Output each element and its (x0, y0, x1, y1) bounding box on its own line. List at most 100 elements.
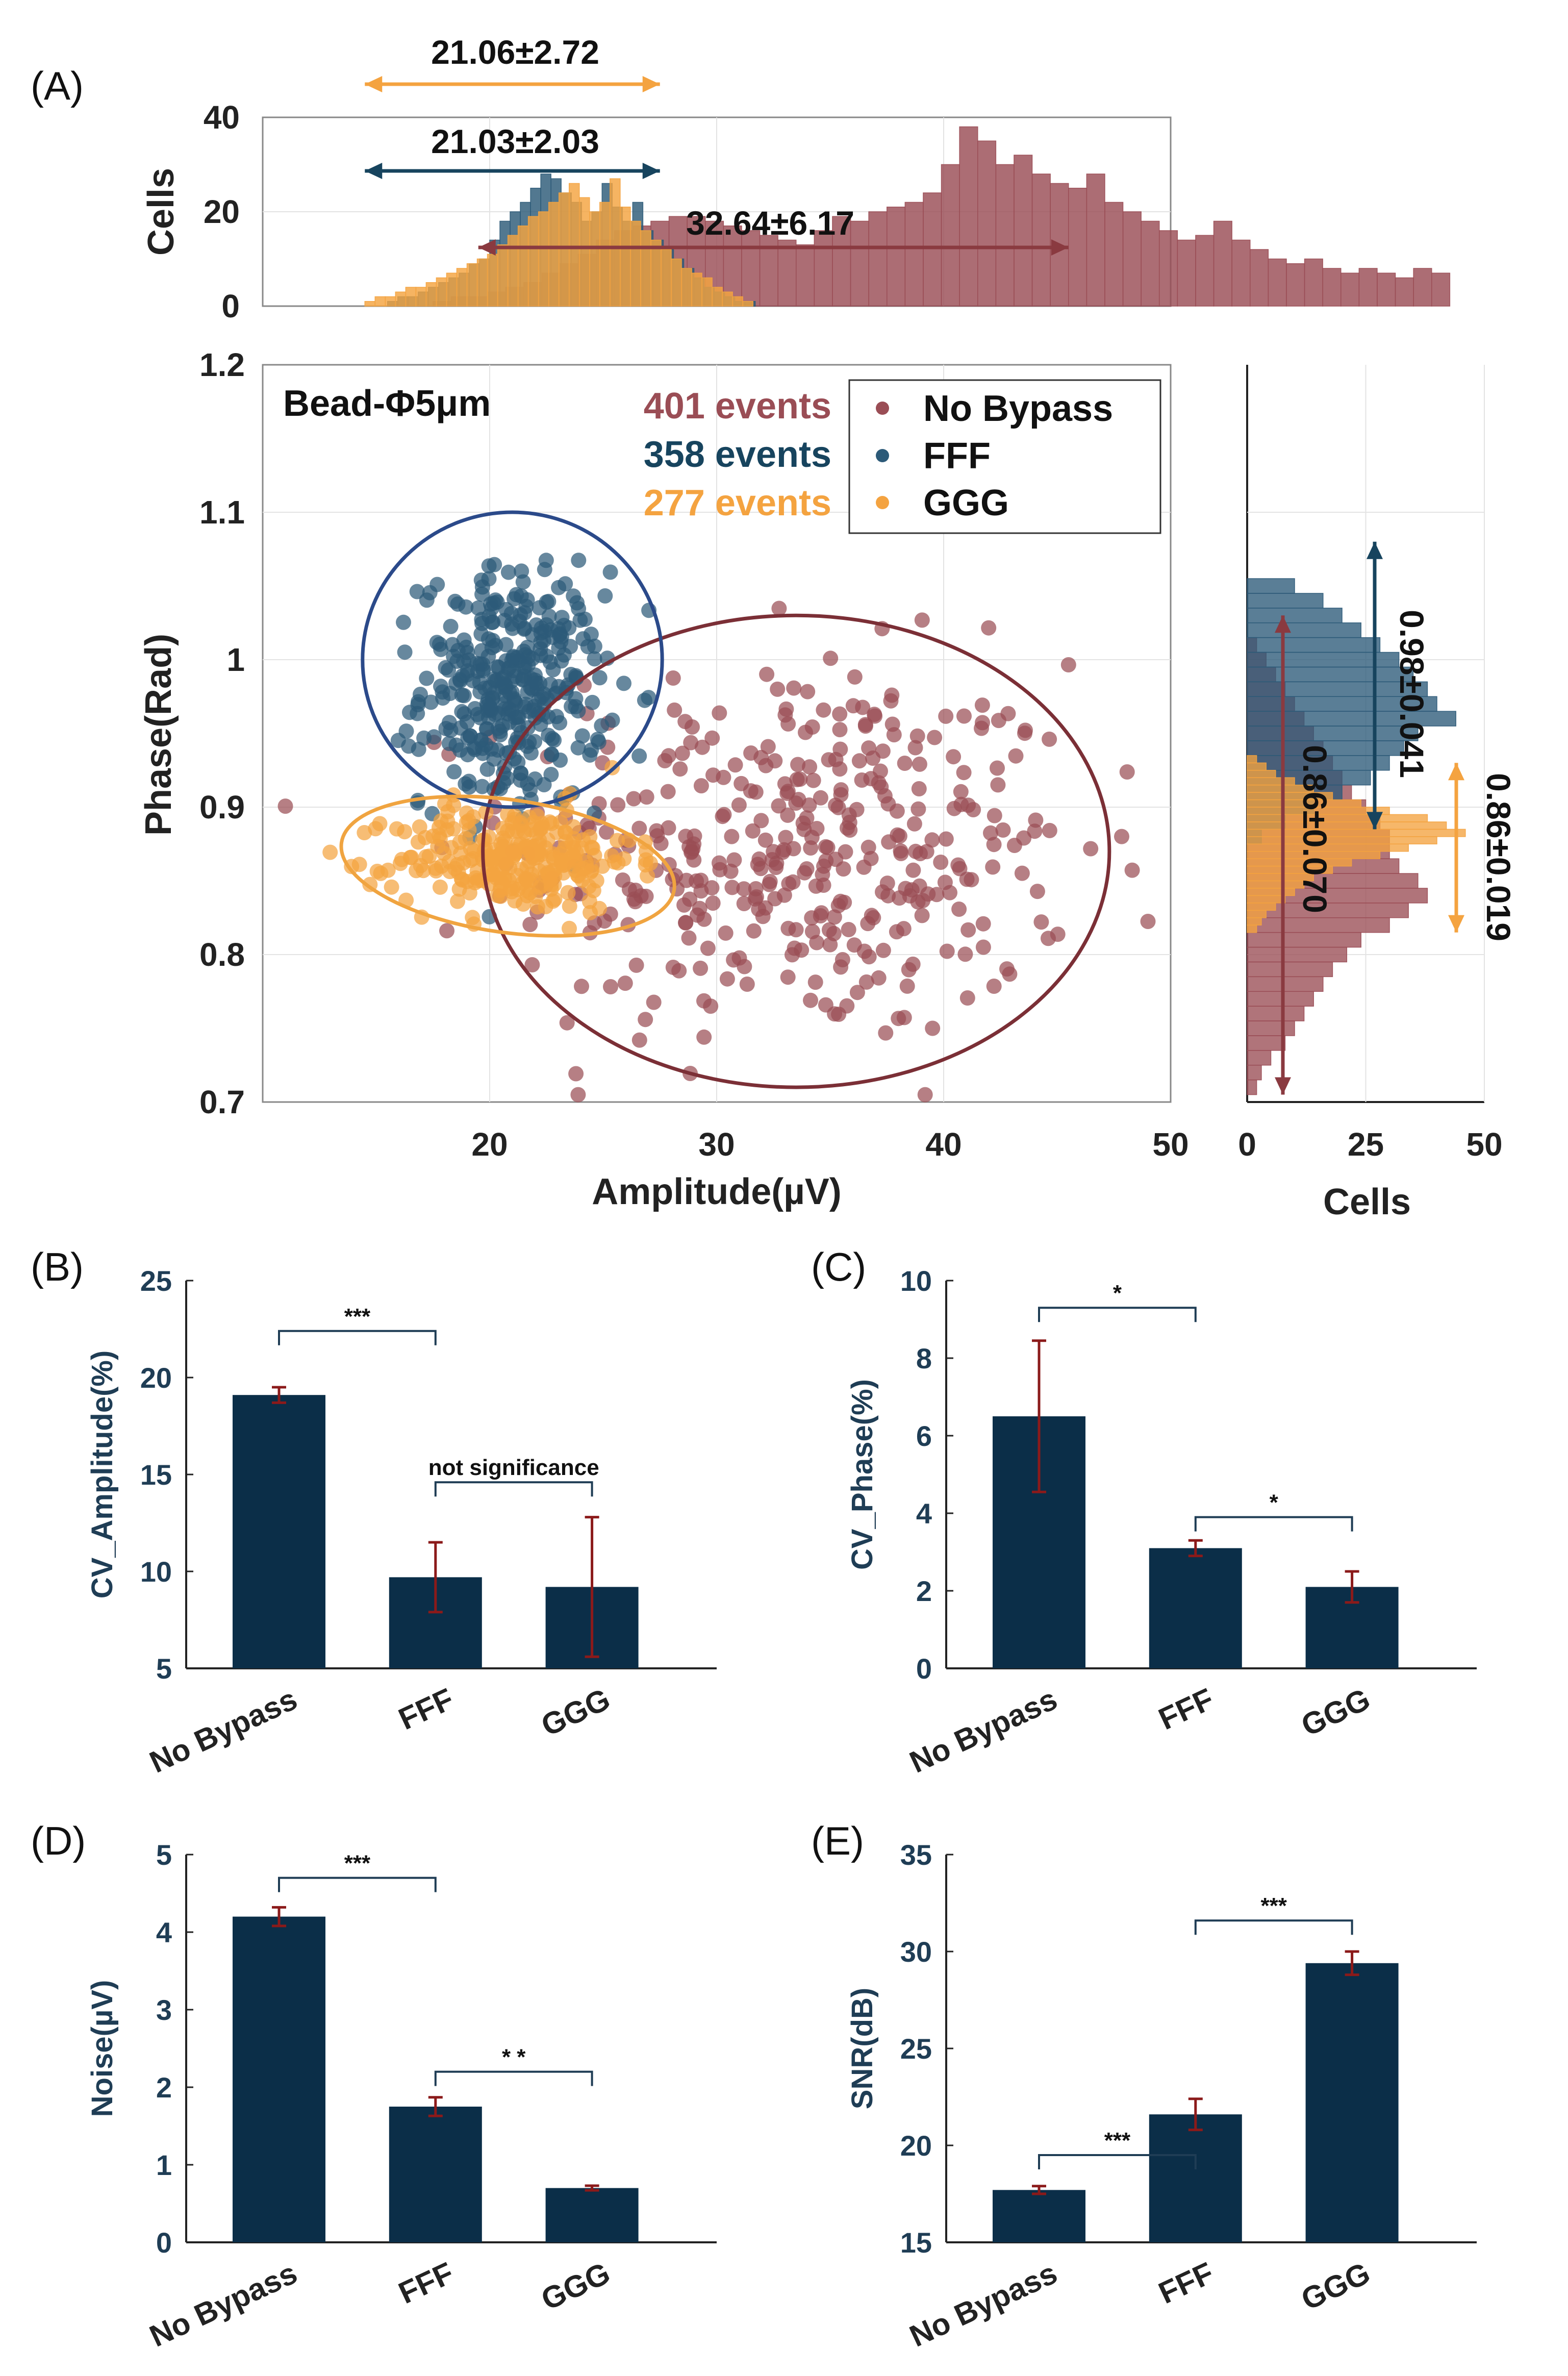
nobypass-amplitude-stat: 32.64±6.17 (686, 204, 854, 242)
scatter-point-nobypass (1114, 829, 1129, 844)
ytick-label: 0 (156, 2227, 172, 2259)
scatter-point-nobypass (639, 789, 654, 805)
category-label: No Bypass (904, 2256, 1062, 2354)
scatter-point-nobypass (975, 715, 990, 731)
category-label: GGG (1296, 2256, 1375, 2317)
right-histogram-bar-fff (1247, 696, 1437, 712)
scatter-point-fff (480, 648, 496, 664)
scatter-point-nobypass (953, 796, 969, 812)
scatter-point-nobypass (739, 977, 755, 992)
significance-bracket (434, 1481, 593, 1497)
scatter-point-nobypass (1029, 884, 1045, 899)
scatter-point-nobypass (826, 909, 842, 925)
scatter-point-nobypass (833, 959, 849, 975)
histogram-bar-nobypass (977, 140, 997, 307)
scatter-point-fff (512, 614, 527, 629)
scatter-point-nobypass (767, 891, 783, 907)
scatter-point-nobypass (617, 976, 633, 991)
histogram-bar-nobypass (1286, 263, 1305, 307)
histogram-bar-ggg (681, 268, 692, 307)
top-histogram-ytick: 40 (204, 99, 240, 136)
scatter-point-fff (446, 648, 462, 664)
histogram-bar-nobypass (796, 244, 815, 307)
scatter-point-nobypass (671, 963, 687, 979)
scatter-point-ggg (418, 849, 434, 865)
scatter-point-fff (390, 733, 406, 748)
bar-chart-d: 0 1 2 3 4 5 Noise(µV) No Bypass FFF GGG *** * * (86, 1839, 717, 2354)
scatter-point-nobypass (751, 902, 767, 917)
scatter-point-nobypass (909, 728, 925, 744)
scatter-point-nobypass (821, 752, 837, 768)
scatter-point-fff (450, 596, 466, 612)
scatter-point-nobypass (849, 802, 865, 817)
scatter-point-fff (538, 553, 554, 568)
right-histogram-bar-fff (1247, 666, 1414, 683)
scatter-point-nobypass (820, 840, 836, 856)
scatter-point-nobypass (689, 873, 704, 889)
scatter-point-fff (473, 626, 489, 642)
scatter-point-nobypass (626, 791, 642, 807)
scatter-point-nobypass (1028, 812, 1044, 828)
scatter-point-nobypass (938, 708, 954, 724)
scatter-point-fff (583, 627, 599, 642)
scatter-point-fff (570, 740, 586, 756)
scatter-point-nobypass (956, 708, 972, 724)
scatter-point-ggg (489, 853, 505, 869)
scatter-point-nobypass (832, 722, 848, 738)
scatter-point-nobypass (682, 891, 698, 907)
right-histogram-xtick: 50 (1466, 1126, 1502, 1163)
scatter-ytick: 0.9 (199, 789, 245, 826)
right-histogram-bar-fff (1247, 593, 1324, 609)
ytick-label: 8 (916, 1342, 932, 1374)
scatter-point-fff (498, 678, 514, 694)
scatter-point-nobypass (911, 801, 926, 817)
scatter-point-nobypass (1006, 838, 1022, 853)
scatter-point-nobypass (1042, 731, 1057, 747)
histogram-bar-nobypass (777, 239, 797, 307)
histogram-bar-ggg (579, 197, 590, 307)
scatter-point-nobypass (615, 872, 630, 888)
scatter-point-fff (423, 694, 439, 710)
histogram-bar-ggg (425, 282, 437, 307)
scatter-point-nobypass (919, 844, 934, 860)
scatter-point-nobypass (877, 788, 893, 804)
scatter-point-nobypass (715, 809, 730, 824)
histogram-bar-nobypass (1377, 272, 1396, 307)
scatter-point-nobypass (568, 1066, 584, 1082)
right-histogram-bar-fff (1247, 622, 1361, 638)
scatter-point-fff (419, 670, 435, 686)
scatter-point-nobypass (839, 998, 855, 1014)
scatter-point-nobypass (700, 940, 716, 956)
scatter-point-nobypass (960, 922, 976, 938)
histogram-bar-ggg (599, 202, 611, 307)
scatter-point-ggg (532, 822, 548, 838)
scatter-point-fff (533, 625, 549, 641)
scatter-point-fff (500, 564, 516, 580)
scatter-point-fff (587, 651, 602, 667)
scatter-point-nobypass (938, 831, 954, 847)
scatter-point-ggg (610, 833, 625, 848)
scatter-point-nobypass (627, 894, 643, 910)
histogram-bar-ggg (558, 192, 570, 307)
scatter-point-nobypass (745, 823, 761, 839)
histogram-bar-nobypass (814, 230, 833, 307)
scatter-point-nobypass (851, 753, 867, 769)
scatter-point-fff (523, 680, 539, 696)
scatter-point-fff (616, 676, 631, 691)
nobypass-amplitude-arrow-head-1 (478, 239, 496, 256)
legend-ggg: GGG (923, 483, 1009, 523)
scatter-point-fff (552, 715, 568, 731)
scatter-point-nobypass (667, 702, 682, 718)
histogram-bar-nobypass (1358, 268, 1378, 307)
ytick-label: 2 (156, 2071, 172, 2104)
histogram-bar-ggg (732, 296, 743, 307)
significance-bracket (1038, 2154, 1197, 2169)
scatter-point-nobypass (974, 697, 990, 713)
right-histogram-bar-fff (1247, 726, 1419, 741)
right-histogram-bar-ggg (1247, 924, 1257, 933)
scatter-point-nobypass (946, 749, 962, 765)
scatter-point-fff (446, 764, 462, 780)
right-histogram-bar-nobypass (1247, 1035, 1286, 1051)
right-histogram: 0 25 50 Cells 0.98±0.041 0.86±0.070 0.86±0… (1238, 365, 1518, 1222)
right-histogram-xtick: 0 (1238, 1126, 1256, 1163)
